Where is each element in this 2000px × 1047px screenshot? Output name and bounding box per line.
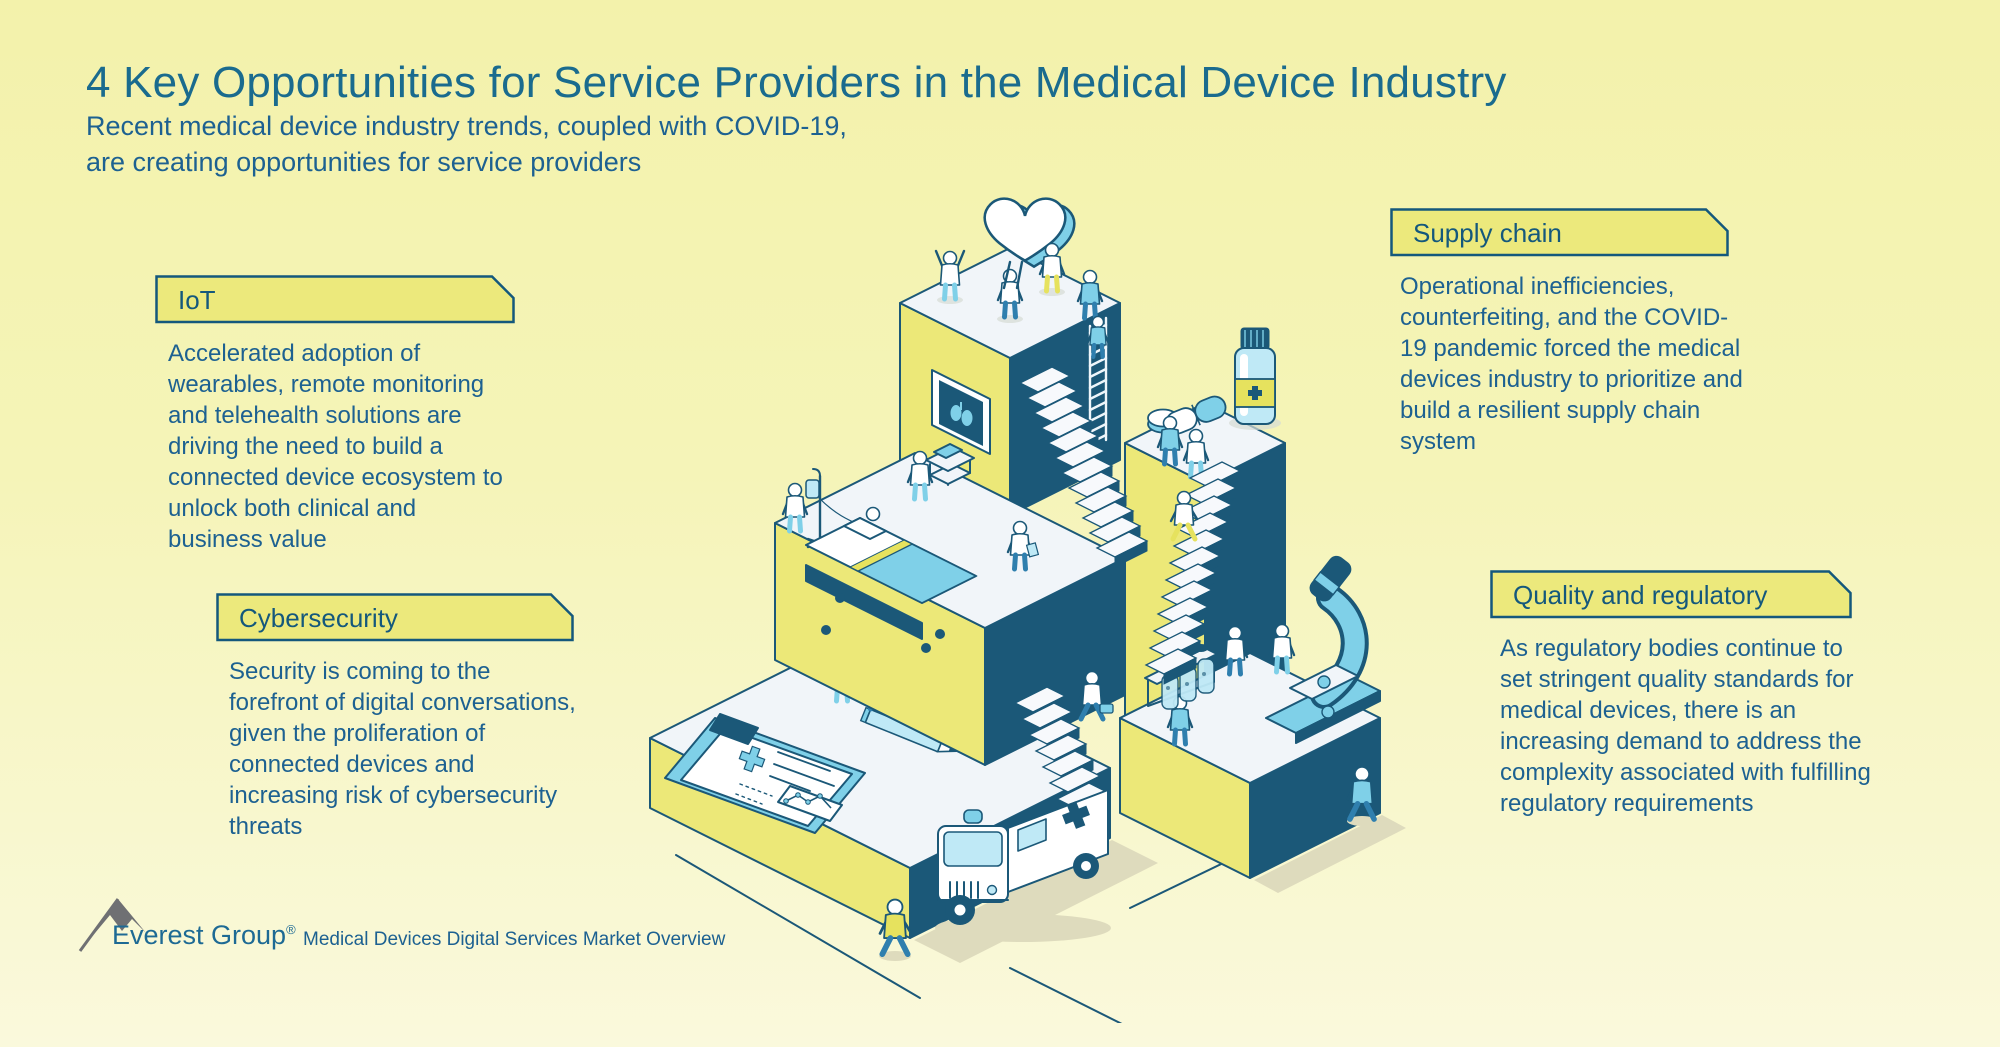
mountain-logo-icon — [80, 899, 146, 951]
description-iot: Accelerated adoption of wearables, remot… — [168, 340, 503, 553]
label-text-iot: IoT — [178, 285, 216, 315]
heart-icon — [983, 197, 1076, 269]
description-cybersecurity: Security is coming to the forefront of d… — [229, 658, 576, 840]
pedestrians — [879, 767, 1377, 961]
pencil-icon — [859, 706, 958, 753]
label-tab-cybersecurity: Cybersecurity — [216, 593, 574, 642]
hospital-platform — [774, 443, 1126, 766]
hospital-bed-icon — [805, 506, 978, 653]
brand-name: Everest Group® — [112, 920, 296, 951]
laboratory-platform — [1119, 555, 1381, 879]
callout-cybersecurity: Cybersecurity Security is coming to the … — [216, 593, 581, 842]
label-text-quality-regulatory: Quality and regulatory — [1513, 580, 1767, 610]
registered-mark: ® — [286, 922, 296, 937]
briefcase-icon — [1099, 703, 1114, 714]
subtitle-line-1: Recent medical device industry trends, c… — [86, 111, 847, 141]
label-tab-shape — [1390, 208, 1729, 257]
label-tab-shape — [155, 275, 515, 324]
label-tab-iot: IoT — [155, 275, 515, 324]
description-quality-regulatory: As regulatory bodies continue to set str… — [1500, 635, 1871, 817]
callout-iot: IoT Accelerated adoption of wearables, r… — [155, 275, 515, 555]
clipboard-slab — [649, 637, 1111, 939]
medical-cross-icon — [738, 745, 766, 773]
everest-group-logo — [78, 898, 146, 952]
medical-staff — [783, 484, 1040, 570]
supply-cart-icon — [925, 443, 975, 486]
microscope-icon — [1265, 555, 1381, 744]
medical-industry-illustration — [649, 197, 1406, 1023]
footer-caption: Medical Devices Digital Services Market … — [303, 929, 726, 950]
siren-light-icon — [963, 809, 983, 824]
label-tab-supply-chain: Supply chain — [1390, 208, 1729, 257]
label-tab-quality-regulatory: Quality and regulatory — [1490, 570, 1852, 619]
pill-capsule-icon — [1165, 395, 1227, 435]
label-text-cybersecurity: Cybersecurity — [239, 603, 398, 633]
staircase-lower — [1014, 672, 1114, 819]
ambulance-icon — [935, 789, 1111, 942]
label-tab-shape — [216, 593, 574, 642]
clipboard-icon — [664, 713, 866, 834]
brand-text: Everest Group — [112, 920, 287, 950]
platform-shadow — [1254, 815, 1406, 893]
medicine-bottle-icon — [1229, 327, 1281, 430]
label-tab-shape — [1490, 570, 1852, 619]
page-title: 4 Key Opportunities for Service Provider… — [86, 58, 1507, 107]
people-celebrating — [936, 244, 1108, 357]
xray-frame-icon — [931, 369, 991, 455]
callout-supply-chain: Supply chain Operational inefficiencies,… — [1390, 208, 1748, 457]
ambulance-cross-icon — [1062, 801, 1090, 829]
callout-quality-regulatory: Quality and regulatory As regulatory bod… — [1490, 570, 1872, 819]
subtitle-line-2: are creating opportunities for service p… — [86, 147, 642, 177]
label-text-supply-chain: Supply chain — [1413, 218, 1562, 248]
page-subtitle: Recent medical device industry trends, c… — [86, 108, 847, 180]
description-supply-chain: Operational inefficiencies, counterfeiti… — [1400, 273, 1743, 455]
